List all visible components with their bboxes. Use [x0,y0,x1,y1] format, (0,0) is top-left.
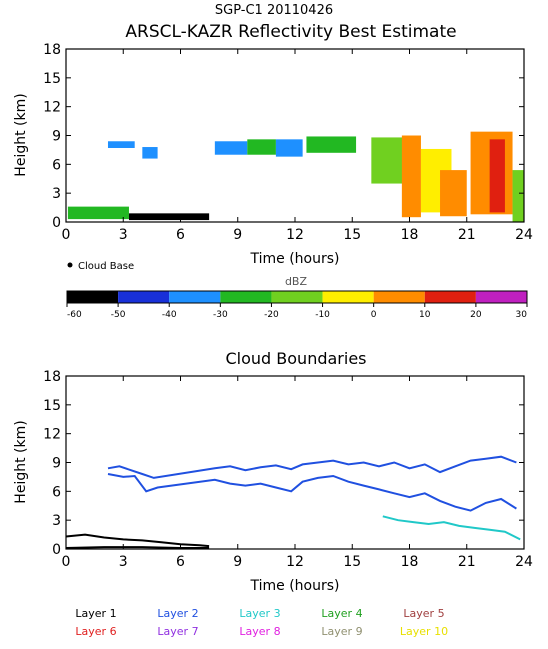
reflectivity-panel: 0 3 6 9 12 15 18 21 24 0 3 6 9 12 15 18 Height (km) Tim… [13,42,533,272]
reflectivity-cell [67,206,129,220]
cloud-boundaries-title: Cloud Boundaries [226,349,367,368]
reflectivity-x-tick-label: 0 [62,227,71,243]
cloud-boundaries-x-tick-label: 3 [119,554,128,570]
boundary-line-layer-1-top [65,533,210,548]
reflectivity-cell [512,170,524,222]
cloud-base-legend-label: Cloud Base [78,261,134,272]
reflectivity-cell [247,139,276,155]
cloud-boundaries-x-axis-label: Time (hours) [250,578,340,594]
colorbar-tick-label: -20 [264,310,279,320]
cloud-boundaries-y-tick-label: 15 [43,398,61,414]
colorbar-tick-label: -30 [213,310,228,320]
legend-layer-7: Layer 7 [157,625,198,638]
reflectivity-x-axis-label: Time (hours) [250,251,340,267]
reflectivity-cell [489,139,505,213]
cloud-boundaries-y-tick-label: 9 [52,456,61,472]
colorbar-bin [424,291,476,303]
boundary-line-layer-1-base [65,546,210,549]
colorbar-tick-label: -50 [111,310,126,320]
reflectivity-y-tick-label: 9 [52,129,61,145]
boundary-line-layer-3-base [382,515,521,541]
reflectivity-cell [142,147,158,159]
cloud-boundaries-y-tick-label: 3 [52,513,61,529]
legend-layer-9: Layer 9 [321,625,362,638]
reflectivity-cell [306,136,357,153]
reflectivity-cell [440,170,467,217]
reflectivity-x-tick-label: 15 [343,227,361,243]
reflectivity-y-tick-label: 12 [43,100,61,116]
dbz-colorbar: dBZ -60 -50 -40 -30 -20 -10 0 10 20 30 [66,275,528,320]
legend-layer-1: Layer 1 [75,607,116,620]
colorbar-bin [220,291,272,303]
cloud-boundaries-x-tick-label: 0 [62,554,71,570]
colorbar-bin [475,291,527,303]
colorbar-bin [322,291,374,303]
reflectivity-y-tick-label: 15 [43,71,61,87]
colorbar-bin [169,291,221,303]
cloud-base-legend-marker [67,262,73,268]
colorbar-bin [373,291,425,303]
cloud-boundaries-x-tick-label: 18 [401,554,419,570]
reflectivity-y-tick-label: 3 [52,186,61,202]
reflectivity-cell [214,141,248,155]
colorbar-tick-label: -10 [315,310,330,320]
reflectivity-y-axis-label: Height (km) [13,93,29,176]
boundary-line-layer-2-top [107,455,517,479]
cloud-boundaries-y-tick-label: 6 [52,484,61,500]
reflectivity-cell [107,141,135,148]
cloud-boundaries-plot-frame [65,375,525,550]
reflectivity-x-tick-label: 21 [458,227,476,243]
cloud-boundaries-x-tick-label: 6 [176,554,185,570]
cloud-boundaries-x-tick-label: 12 [286,554,304,570]
legend-layer-2: Layer 2 [157,607,198,620]
boundary-line-layer-2-base [107,473,517,512]
colorbar-bin [67,291,119,303]
legend-layer-4: Layer 4 [321,607,362,620]
cloud-boundaries-y-axis-label: Height (km) [13,420,29,503]
reflectivity-y-tick-label: 0 [52,215,61,231]
reflectivity-x-tick-label: 3 [119,227,128,243]
colorbar-tick-label: 20 [470,310,482,320]
reflectivity-cell [275,139,303,157]
reflectivity-y-tick-label: 6 [52,157,61,173]
colorbar-label: dBZ [285,275,308,288]
reflectivity-x-tick-label: 6 [176,227,185,243]
colorbar-tick-label: 30 [516,310,528,320]
cloud-boundaries-y-tick-label: 0 [52,542,61,558]
legend-layer-6: Layer 6 [75,625,116,638]
legend-layer-10: Layer 10 [400,625,448,638]
reflectivity-x-tick-label: 24 [515,227,533,243]
colorbar-tick-label: -60 [67,310,82,320]
cloud-boundaries-x-tick-label: 24 [515,554,533,570]
colorbar-tick-label: -40 [162,310,177,320]
colorbar-bin [271,291,323,303]
reflectivity-x-tick-label: 9 [233,227,242,243]
cloud-boundaries-y-tick-label: 18 [43,369,61,385]
cloud-boundaries-y-tick-label: 12 [43,427,61,443]
cloud-boundaries-x-tick-label: 9 [233,554,242,570]
reflectivity-y-tick-label: 18 [43,42,61,58]
colorbar-tick-label: 0 [371,310,377,320]
cloud-boundaries-x-tick-label: 21 [458,554,476,570]
legend-layer-3: Layer 3 [239,607,280,620]
reflectivity-x-tick-label: 12 [286,227,304,243]
colorbar-bin [118,291,170,303]
legend-layer-5: Layer 5 [403,607,444,620]
reflectivity-cell [401,135,421,218]
cloud-boundaries-panel: Cloud Boundaries 0 3 6 9 12 15 18 21 24 0 3 6 9 12 15 1… [13,349,533,638]
colorbar-tick-label: 10 [419,310,431,320]
colorbar-frame [66,290,528,304]
chart-site-date: SGP-C1 20110426 [215,3,333,18]
chart-title: ARSCL-KAZR Reflectivity Best Estimate [125,22,456,42]
legend-layer-8: Layer 8 [239,625,280,638]
reflectivity-x-tick-label: 18 [401,227,419,243]
cloud-boundaries-x-tick-label: 15 [343,554,361,570]
reflectivity-cell [128,213,210,221]
